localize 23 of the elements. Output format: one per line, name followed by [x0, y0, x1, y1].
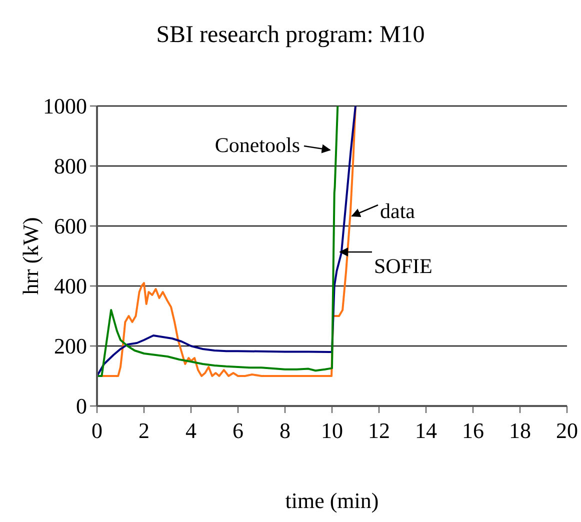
x-tick-label: 0 [92, 418, 102, 443]
series-label: SOFIE [374, 254, 432, 278]
y-axis-title: hrr (kW) [18, 217, 43, 295]
y-tick-label: 400 [54, 274, 87, 299]
x-tick-label: 16 [462, 418, 484, 443]
y-tick-label: 200 [54, 334, 87, 359]
series-label: Conetools [214, 133, 300, 157]
x-tick-label: 6 [232, 418, 244, 443]
x-tick-label: 10 [321, 418, 343, 443]
y-tick-label: 800 [54, 154, 87, 179]
x-tick-label: 12 [368, 418, 390, 443]
x-tick-label: 18 [509, 418, 531, 443]
x-tick-label: 4 [186, 418, 196, 443]
x-tick-label: 14 [415, 418, 437, 443]
y-tick-label: 600 [54, 214, 87, 239]
series-label: data [380, 199, 416, 223]
y-tick-label: 0 [76, 394, 87, 419]
chart-title: SBI research program: M10 [156, 22, 425, 48]
y-tick-label: 1000 [43, 94, 87, 119]
x-axis-title: time (min) [285, 488, 379, 513]
x-tick-label: 20 [556, 418, 578, 443]
x-tick-label: 8 [280, 418, 290, 443]
x-tick-label: 2 [138, 418, 150, 443]
